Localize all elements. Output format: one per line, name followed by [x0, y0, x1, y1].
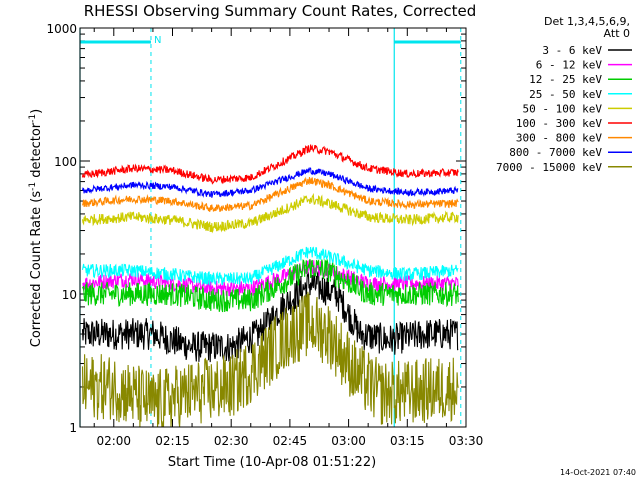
y-tick-label: 1000: [46, 22, 77, 36]
series-line: [81, 144, 459, 185]
x-tick-label: 02:30: [214, 434, 249, 448]
x-tick-label: 03:00: [331, 434, 366, 448]
x-axis-label: Start Time (10-Apr-08 01:51:22): [168, 455, 376, 470]
series-line: [81, 192, 459, 234]
x-tick-label: 03:30: [449, 434, 484, 448]
legend-entry-label: 12 - 25 keV: [529, 73, 602, 86]
series-line: [81, 246, 459, 286]
y-tick-label: 10: [62, 288, 77, 302]
legend-entry-label: 6 - 12 keV: [536, 59, 603, 72]
series-line: [81, 176, 459, 213]
chart-title: RHESSI Observing Summary Count Rates, Co…: [84, 2, 477, 20]
legend-header: Att 0: [604, 27, 630, 40]
series-line: [82, 258, 459, 313]
x-axis: 02:00 02:15 02:30 02:45 03:00 03:15 03:30: [93, 28, 484, 448]
legend-entry-label: 100 - 300 keV: [516, 117, 602, 130]
legend-entry-label: 25 - 50 keV: [529, 88, 602, 101]
footer-timestamp: 14-Oct-2021 07:40: [560, 468, 636, 477]
y-axis-label-sup2: -1: [28, 114, 38, 123]
x-tick-label: 02:45: [273, 434, 308, 448]
y-axis-label-mid: detector: [29, 122, 44, 182]
y-axis-label-sup1: -1: [28, 182, 38, 191]
x-tick-label: 02:00: [96, 434, 131, 448]
series-line: [81, 270, 459, 363]
series-lines: [81, 144, 459, 428]
legend-entry-label: 3 - 6 keV: [542, 44, 602, 57]
legend-entry-label: 7000 - 15000 keV: [496, 161, 602, 174]
x-tick-label: 02:15: [155, 434, 190, 448]
y-tick-label: 1: [69, 421, 77, 435]
series-line: [81, 291, 459, 428]
y-axis-label-end: ): [29, 109, 44, 114]
legend-entry-label: 300 - 800 keV: [516, 132, 602, 145]
legend: Det 1,3,4,5,6,9,Att 03 - 6 keV 6 - 12 keV…: [496, 15, 632, 174]
y-tick-label: 100: [54, 155, 77, 169]
plot-frame: [79, 27, 467, 428]
series-line: [81, 167, 459, 198]
legend-entry-label: 50 - 100 keV: [523, 102, 603, 115]
saa-marker-label: N: [154, 35, 161, 46]
y-axis-label: Corrected Count Rate (s-1 detector-1): [28, 109, 44, 347]
legend-header: Det 1,3,4,5,6,9,: [544, 15, 630, 28]
y-axis-label-main: Corrected Count Rate (s: [29, 191, 44, 348]
legend-entry-label: 800 - 7000 keV: [509, 146, 602, 159]
x-tick-label: 03:15: [390, 434, 425, 448]
